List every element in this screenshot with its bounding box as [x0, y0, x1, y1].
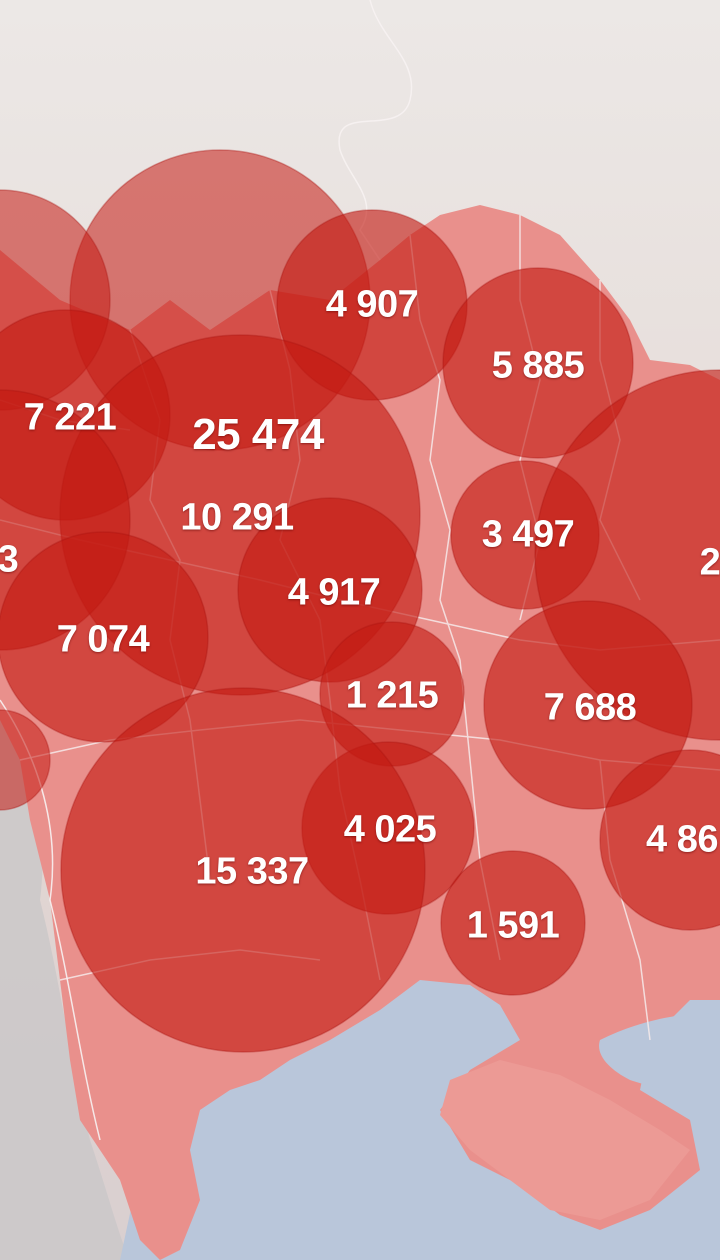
- western-terrain: [0, 700, 130, 1260]
- region-bubble: [483, 600, 693, 810]
- bubble-label: 10 291: [180, 496, 294, 539]
- bubble-label: 4 86: [646, 818, 718, 861]
- bubble-label: 1 591: [466, 904, 560, 947]
- bubble-label: 4 025: [343, 808, 437, 851]
- region-bubble: [0, 531, 209, 743]
- crimea: [440, 1060, 690, 1220]
- region-bubble: [60, 687, 426, 1053]
- region-bubble: [442, 267, 634, 459]
- bubble-label: 7 221: [23, 396, 117, 439]
- bubble-label: 3: [0, 538, 19, 581]
- bubble-label: 2: [699, 541, 720, 584]
- bubble-label: 7 074: [56, 618, 150, 661]
- bubble-layer: [0, 149, 720, 1053]
- bubble-label: 4 907: [325, 283, 419, 326]
- bubble-label: 1 215: [345, 674, 439, 717]
- bubble-label: 5 885: [491, 344, 585, 387]
- bubble-label: 4 917: [287, 571, 381, 614]
- region-bubble: [0, 709, 51, 811]
- bubble-label: 15 337: [195, 850, 309, 893]
- region-bubble: [440, 850, 586, 996]
- bubble-label: 7 688: [543, 686, 637, 729]
- sea-of-azov: [599, 1013, 720, 1092]
- bubble-label: 3 497: [481, 513, 575, 556]
- bubble-label: 25 474: [192, 410, 324, 459]
- region-bubble: [599, 749, 720, 931]
